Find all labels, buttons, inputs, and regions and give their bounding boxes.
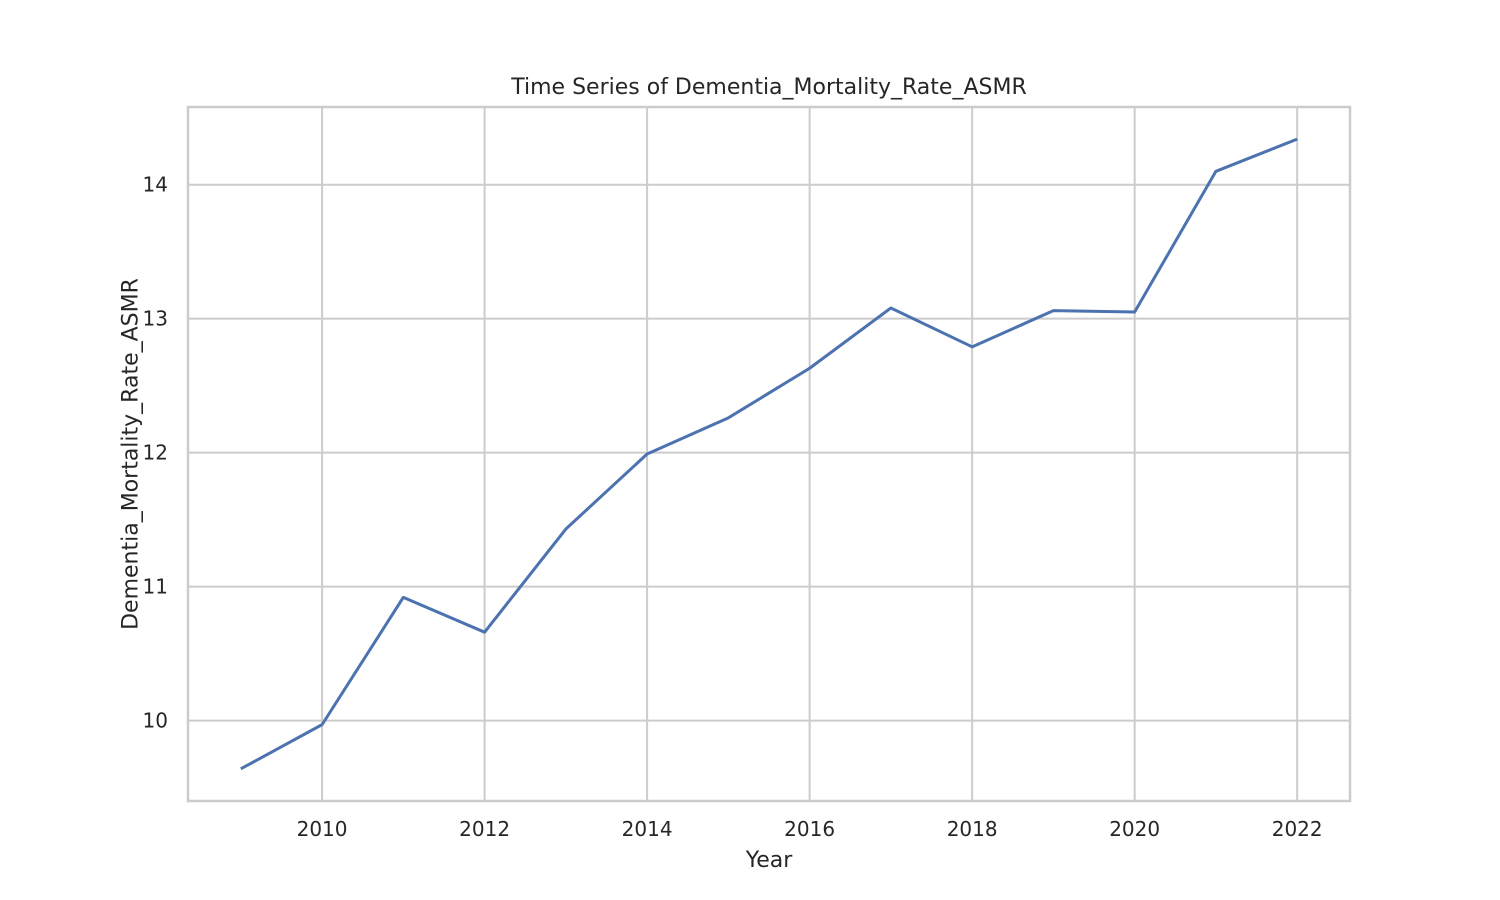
y-tick-label: 11 bbox=[143, 575, 168, 599]
x-tick-label: 2012 bbox=[459, 817, 510, 841]
x-axis-ticks: 2010 2012 2014 2016 2018 2020 2022 bbox=[297, 817, 1323, 841]
y-tick-label: 10 bbox=[143, 709, 168, 733]
x-tick-label: 2014 bbox=[622, 817, 673, 841]
x-axis-label: Year bbox=[745, 848, 794, 873]
series-group bbox=[240, 137, 1298, 771]
x-tick-label: 2010 bbox=[297, 817, 348, 841]
y-tick-label: 14 bbox=[143, 173, 168, 197]
series-line bbox=[240, 137, 1298, 771]
y-axis-label: Dementia_Mortality_Rate_ASMR bbox=[119, 278, 144, 630]
y-tick-label: 13 bbox=[143, 307, 168, 331]
y-axis-ticks: 10 11 12 13 14 bbox=[143, 173, 168, 733]
x-tick-label: 2020 bbox=[1109, 817, 1160, 841]
chart-title: Time Series of Dementia_Mortality_Rate_A… bbox=[510, 75, 1026, 100]
x-tick-label: 2022 bbox=[1272, 817, 1323, 841]
x-tick-label: 2018 bbox=[947, 817, 998, 841]
grid bbox=[188, 107, 1350, 801]
x-tick-label: 2016 bbox=[784, 817, 835, 841]
plot-frame bbox=[186, 105, 1352, 803]
y-tick-label: 12 bbox=[143, 441, 168, 465]
